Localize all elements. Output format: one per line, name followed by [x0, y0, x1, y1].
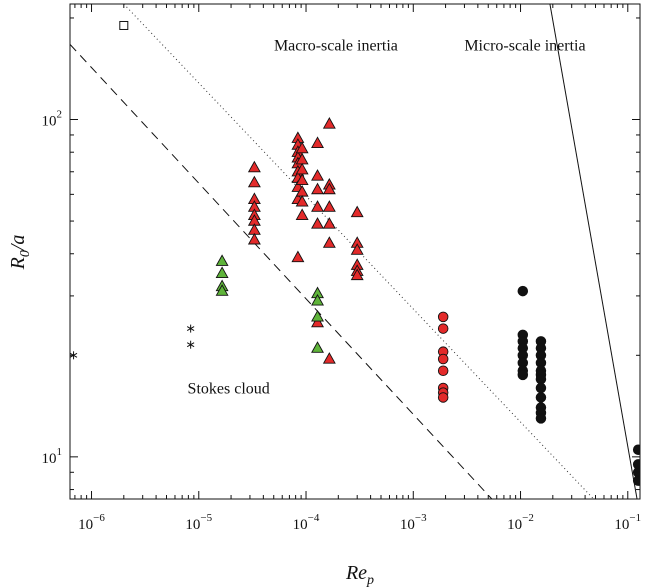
triangle-marker — [215, 254, 229, 266]
triangle-marker — [311, 341, 324, 353]
asterisk-stroke — [186, 342, 195, 348]
triangle-marker — [350, 268, 364, 281]
triangle-marker — [295, 194, 309, 207]
circle-marker — [517, 369, 529, 381]
circle-marker — [535, 413, 547, 424]
triangle-marker — [295, 141, 309, 154]
triangle-marker — [322, 117, 336, 129]
x-tick-label: 10−1 — [614, 512, 641, 533]
x-axis-label: Rep — [345, 562, 374, 587]
dashed-boundary-line — [70, 44, 493, 499]
y-tick-label: 101 — [42, 446, 63, 467]
y-axis-label: R0/a — [7, 235, 33, 271]
circle-marker — [632, 444, 640, 455]
circle-marker — [437, 392, 449, 403]
region-label: Stokes cloud — [188, 381, 270, 398]
circle-marker — [535, 392, 547, 403]
triangle-marker — [311, 136, 324, 148]
triangle-marker — [311, 200, 324, 212]
triangle-marker — [295, 173, 309, 186]
circle-marker — [437, 353, 449, 365]
regime-boundary-lines — [70, 4, 638, 499]
triangle-marker — [311, 182, 324, 195]
triangle-marker — [247, 232, 261, 245]
data-points — [70, 20, 640, 486]
triangle-marker — [322, 352, 336, 364]
x-tick-label: 10−5 — [185, 512, 212, 533]
triangle-marker — [311, 169, 324, 181]
triangle-marker — [350, 243, 364, 255]
triangle-marker — [322, 200, 336, 212]
region-label: Macro-scale inertia — [274, 38, 398, 55]
triangle-marker — [247, 175, 261, 188]
circle-marker — [517, 285, 529, 297]
circle-marker — [632, 475, 640, 486]
circle-marker — [535, 382, 547, 394]
solid-boundary-line — [549, 4, 638, 499]
triangle-marker — [350, 205, 364, 218]
triangle-marker — [247, 160, 261, 173]
x-tick-label: 10−4 — [293, 512, 320, 533]
triangle-marker — [311, 217, 324, 229]
triangle-marker — [311, 293, 324, 306]
x-tick-label: 10−3 — [400, 512, 427, 533]
triangle-marker — [215, 266, 229, 278]
dotted-boundary-line — [123, 4, 594, 499]
triangle-marker — [322, 236, 336, 248]
triangle-marker — [295, 208, 309, 220]
circle-marker — [437, 311, 449, 323]
region-labels: Macro-scale inertia Micro-scale inertia St… — [188, 38, 586, 398]
circle-marker — [437, 323, 449, 334]
triangle-marker — [215, 284, 229, 296]
asterisk-stroke — [186, 326, 195, 332]
circle-marker — [437, 365, 449, 376]
x-tick-label: 10−2 — [507, 512, 534, 533]
triangle-marker — [311, 315, 324, 328]
square-marker — [119, 20, 129, 30]
triangle-marker — [291, 250, 305, 263]
plot-frame — [69, 3, 641, 500]
x-tick-label: 10−6 — [78, 512, 105, 533]
triangle-marker — [311, 309, 324, 322]
triangle-marker — [322, 182, 336, 195]
region-label: Micro-scale inertia — [464, 38, 585, 55]
asterisk-marker — [186, 340, 195, 349]
asterisk-marker — [186, 324, 195, 333]
triangle-marker — [322, 217, 336, 229]
circle-marker — [535, 373, 547, 385]
axis-ticks: 10−6 10−5 10−4 10−3 10−2 10−1 101 102 — [42, 4, 641, 533]
y-tick-label: 102 — [42, 109, 63, 130]
